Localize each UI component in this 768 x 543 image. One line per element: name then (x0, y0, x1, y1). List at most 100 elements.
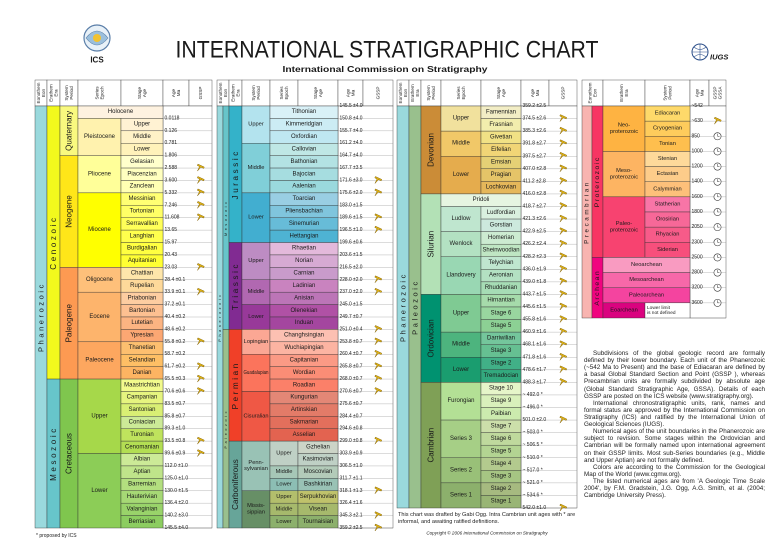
unit-name: Cenozoic (49, 215, 58, 269)
age-label: 1000 (692, 148, 703, 154)
header-cell (77, 79, 122, 107)
unit-name: Aptian (133, 469, 150, 475)
age-label: 5.332 (165, 190, 178, 196)
unit-name: Anisian (294, 295, 314, 301)
gssp-spike (714, 116, 722, 125)
age-label: 1200 (692, 164, 703, 170)
age-label: 850 (692, 133, 701, 139)
unit-name: Neogene (65, 195, 74, 228)
unit-box (241, 391, 271, 442)
unit-name: Missis-sippian (247, 503, 265, 515)
gssp-spike (374, 213, 383, 221)
age-label: 436.0 ±1.9 (523, 266, 547, 272)
age-label: 83.5 ±0.7 (165, 401, 186, 407)
header-label: Stage (313, 87, 318, 99)
unit-name: Artinskian (291, 407, 317, 413)
unit-name: Pliensbachian (285, 209, 322, 215)
unit-box (440, 130, 482, 157)
age-label: ~ 496.0 * (523, 405, 543, 411)
unit-name: Stage 2 (491, 361, 512, 367)
unit-name: Kasimovian (302, 457, 333, 463)
gssp-spike (374, 362, 383, 370)
header-label: Era (236, 89, 241, 97)
header-cell (241, 79, 271, 107)
gssp-spike (374, 225, 383, 234)
header-label: Era (415, 89, 420, 97)
age-label: 99.6 ±0.9 (165, 451, 186, 457)
gssp-spike (374, 374, 383, 383)
unit-name: Ectasian (657, 171, 679, 177)
unit-name: Series 3 (450, 436, 473, 442)
age-label: 488.3 ±1.7 (523, 379, 547, 385)
age-label: 216.5 ±2.0 (340, 264, 363, 270)
age-label: 93.5 ±0.8 (165, 438, 186, 444)
header-label: Period (69, 86, 74, 100)
unit-name: Paleozoic (224, 409, 228, 448)
header-cell (602, 79, 646, 107)
header-label: Ma (176, 89, 181, 96)
unit-name: Siderian (657, 247, 678, 253)
age-label: 2050 (692, 224, 703, 230)
unit-name: Stage 6 (491, 436, 512, 442)
gssp-spike (374, 523, 383, 532)
unit-name: Stage 1 (491, 499, 512, 505)
ics-logo-text: ICS (90, 56, 104, 65)
unit-box (77, 192, 122, 268)
description: Subdivisions of the global geologic reco… (584, 350, 765, 499)
age-label: 189.6 ±1.5 (340, 215, 363, 221)
header-label: Epoch (100, 86, 105, 99)
age-label: ~ 492.0 * (523, 392, 543, 398)
unit-name: Middle (276, 506, 293, 512)
unit-name: Wuchiapingian (284, 345, 323, 351)
unit-name: Ordovician (427, 319, 436, 357)
description-paragraph: International chronostratigraphic units,… (584, 399, 765, 429)
unit-name: Paleozoic (411, 279, 420, 335)
unit-name: Ludlow (451, 216, 471, 222)
age-label: 0.781 (165, 140, 178, 146)
unit-name: Tithonian (292, 109, 316, 115)
unit-name: Miocene (88, 227, 111, 233)
gssp-spike (559, 126, 568, 135)
age-label: 89.3 ±1.0 (165, 426, 186, 432)
unit-name: Pridoli (473, 197, 490, 203)
gssp-spike (374, 350, 383, 358)
age-label: 7.246 (165, 202, 178, 208)
header-label: Age (530, 88, 535, 97)
unit-name: Lower (276, 482, 292, 488)
unit-name: Llandovery (446, 273, 475, 279)
note: Lower limit is not defined (647, 304, 676, 315)
unit-name: Serravallian (126, 221, 158, 227)
unit-name: Upper (248, 258, 264, 264)
gssp-spike (374, 337, 383, 345)
age-label: 58.7 ±0.2 (165, 351, 186, 357)
header-label: Series (456, 86, 461, 100)
unit-name: Jurassic (231, 149, 240, 199)
age-label: 455.8 ±1.6 (523, 317, 547, 323)
gssa-clock-hands (717, 179, 720, 182)
unit-box (77, 291, 122, 343)
unit-name: Penn-sylvanian (244, 460, 268, 472)
age-label: 13.65 (165, 227, 178, 233)
unit-name: Cenomanian (125, 444, 159, 450)
unit-name: Homerian (488, 235, 514, 241)
header-label: Erathem (410, 84, 415, 102)
age-label: 20.43 (165, 252, 178, 258)
unit-box (241, 304, 271, 330)
unit-box (440, 482, 482, 509)
unit-name: Cisuralian (244, 413, 269, 419)
gssa-clock-hands (717, 224, 720, 228)
age-label: 311.7 ±1.1 (340, 475, 363, 481)
unit-name: Changhsingian (284, 333, 324, 339)
age-label: 294.6 ±0.8 (340, 426, 363, 432)
gssp-spike (559, 378, 568, 386)
age-label: 55.8 ±0.2 (165, 339, 186, 345)
unit-name: Carnian (293, 271, 314, 277)
unit-name: Olenekian (290, 308, 317, 314)
age-label: ~ 510.0 * (523, 455, 543, 461)
unit-name: Middle (276, 469, 293, 475)
unit-name: Lower (91, 488, 107, 494)
gssp-spike (197, 287, 205, 296)
age-label: 28.4 ±0.1 (165, 277, 186, 283)
unit-name: Upper (248, 122, 264, 128)
unit-name: Cretaceous (65, 433, 74, 474)
